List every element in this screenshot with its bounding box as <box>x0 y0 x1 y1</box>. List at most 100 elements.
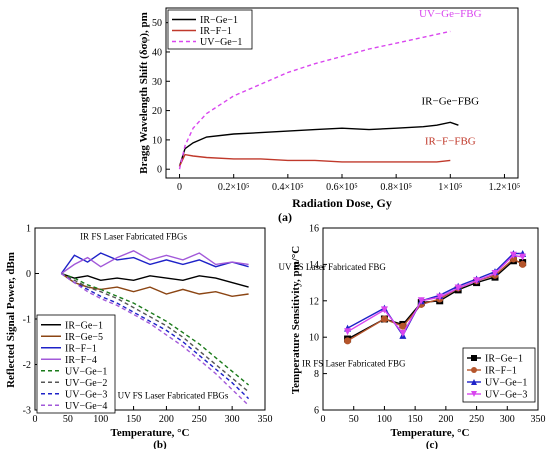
x-ticks-c: 0 50 100 150 200 250 300 350 <box>321 406 546 425</box>
data-point-marker <box>471 391 477 397</box>
y-tick-label: 10 <box>309 333 319 344</box>
panel-a: 0 0.2×10⁵ 0.4×10⁵ 0.6×10⁵ 0.8×10⁵ 1×10⁵ 1.2×10… <box>138 7 521 224</box>
legend-a: IR−Ge−1IR−F−1UV−Ge−1 <box>167 9 253 50</box>
x-tick-label: 1×10⁵ <box>438 182 462 193</box>
y-ticks-a: 0 10 20 30 40 50 <box>152 18 170 176</box>
y-axis-label-a: Bragg Wavelength Shift (δσφ), pm <box>138 12 150 174</box>
data-point-marker <box>417 297 425 305</box>
data-point-marker <box>471 379 477 385</box>
x-tick-label: 100 <box>93 414 108 425</box>
x-tick-label: 0.2×10⁵ <box>218 182 250 193</box>
y-ticks-c: 6 8 10 12 14 16 <box>309 224 327 417</box>
y-tick-label: 10 <box>152 135 162 146</box>
data-point-marker <box>509 251 517 259</box>
series-group-c <box>344 249 527 345</box>
y-tick-label: -3 <box>23 406 31 417</box>
data-point-marker <box>471 355 477 361</box>
legend-c: IR−Ge−1IR−F−1UV−Ge−1UV−Ge−3 <box>462 347 536 403</box>
annotation-text: IR−F−FBG <box>425 135 476 147</box>
x-tick-label: 0.8×10⁵ <box>380 182 412 193</box>
series-group-a <box>178 30 459 170</box>
x-tick-label: 250 <box>192 414 207 425</box>
x-tick-label: 300 <box>500 414 515 425</box>
series-line-7 <box>60 272 250 400</box>
legend-label: UV−Ge−3 <box>65 389 107 400</box>
x-tick-label: 0 <box>33 414 38 425</box>
data-point-marker <box>471 367 477 373</box>
x-tick-label: 350 <box>531 414 546 425</box>
data-point-marker <box>399 330 407 338</box>
series-line-2 <box>178 153 451 167</box>
x-tick-label: 200 <box>159 414 174 425</box>
annotation-text: UV FS Laser Fabricated FBG <box>279 262 387 272</box>
x-tick-label: 0 <box>321 414 326 425</box>
y-tick-label: -1 <box>23 315 31 326</box>
x-tick-label: 150 <box>126 414 141 425</box>
y-tick-label: 6 <box>314 406 319 417</box>
data-point-marker <box>436 293 444 301</box>
x-tick-label: 0.6×10⁵ <box>326 182 358 193</box>
x-tick-label: 150 <box>408 414 423 425</box>
series-line-1 <box>178 121 459 167</box>
x-tick-label: 250 <box>469 414 484 425</box>
legend-label: IR−Ge−1 <box>65 320 103 331</box>
data-point-marker <box>491 270 499 277</box>
y-tick-label: 1 <box>26 224 31 235</box>
x-tick-label: 0 <box>177 182 182 193</box>
x-tick-label: 0.4×10⁵ <box>272 182 304 193</box>
panel-label-b: (b) <box>153 439 167 449</box>
legend-box <box>167 9 253 50</box>
annotation-text: UV FS Laser Fabricated FBGs <box>118 391 229 401</box>
x-tick-label: 200 <box>438 414 453 425</box>
legend-label: UV−Ge−3 <box>485 390 527 401</box>
y-tick-label: 40 <box>152 47 162 58</box>
x-axis-label-b: Temperature, °C <box>111 427 190 439</box>
x-axis-label-a: Radiation Dose, Gy <box>292 196 392 210</box>
x-axis-label-c: Temperature, °C <box>391 427 470 439</box>
panel-c: 0 50 100 150 200 250 300 350 6 8 10 12 14 16 UV FS L… <box>279 224 546 449</box>
y-tick-label: 0 <box>157 165 162 176</box>
annotation-text: IR FS Laser Fabricated FBGs <box>80 231 187 241</box>
panel-b: 0 50 100 150 200 250 300 350 -3 -2 -1 0 1 IR FS Las… <box>5 224 273 449</box>
x-tick-label: 50 <box>63 414 73 425</box>
panel-label-a: (a) <box>278 210 292 224</box>
annotation-text: IR−Ge−FBG <box>421 96 479 108</box>
y-tick-label: -2 <box>23 360 31 371</box>
series-line-4 <box>60 250 249 275</box>
legend-label: IR−F−1 <box>65 343 97 354</box>
y-tick-label: 12 <box>309 296 319 307</box>
data-point-marker <box>519 253 527 261</box>
annotations-a: UV−Ge−FBG IR−Ge−FBG IR−F−FBG <box>419 8 482 148</box>
y-tick-label: 8 <box>314 369 319 380</box>
series-group-b <box>60 250 250 406</box>
y-tick-label: 50 <box>152 18 162 29</box>
data-point-marker <box>344 328 352 336</box>
legend-label: IR−F−1 <box>485 366 517 377</box>
legend-label: IR−F−1 <box>200 26 232 37</box>
legend-label: UV−Ge−1 <box>200 37 242 48</box>
series-line-4 <box>347 254 523 335</box>
legend-label: IR−Ge−5 <box>65 332 103 343</box>
plot-frame-c <box>322 227 539 411</box>
legend-label: UV−Ge−4 <box>65 401 107 412</box>
legend-label: UV−Ge−2 <box>65 378 107 389</box>
x-tick-label: 350 <box>258 414 273 425</box>
annotations-c: UV FS Laser Fabricated FBG IR FS Laser Fa… <box>279 262 406 368</box>
y-tick-label: 14 <box>309 260 319 271</box>
y-ticks-b: -3 -2 -1 0 1 <box>23 224 39 417</box>
x-tick-label: 1.2×10⁵ <box>489 182 521 193</box>
y-tick-label: 16 <box>309 224 319 235</box>
legend-b: IR−Ge−1IR−Ge−5IR−F−1IR−F−4UV−Ge−1UV−Ge−2… <box>36 314 116 414</box>
series-line-3 <box>60 252 249 274</box>
series-line-1 <box>61 272 249 288</box>
x-tick-label: 300 <box>225 414 240 425</box>
series-line-6 <box>60 272 250 393</box>
panel-label-c: (c) <box>426 439 439 449</box>
data-point-marker <box>380 315 388 323</box>
x-tick-label: 50 <box>349 414 359 425</box>
y-axis-label-c: Temperature Sensitivity, pm/°C <box>290 246 302 394</box>
y-tick-label: 0 <box>26 269 31 280</box>
data-point-marker <box>344 337 352 345</box>
data-point-marker <box>399 322 407 330</box>
